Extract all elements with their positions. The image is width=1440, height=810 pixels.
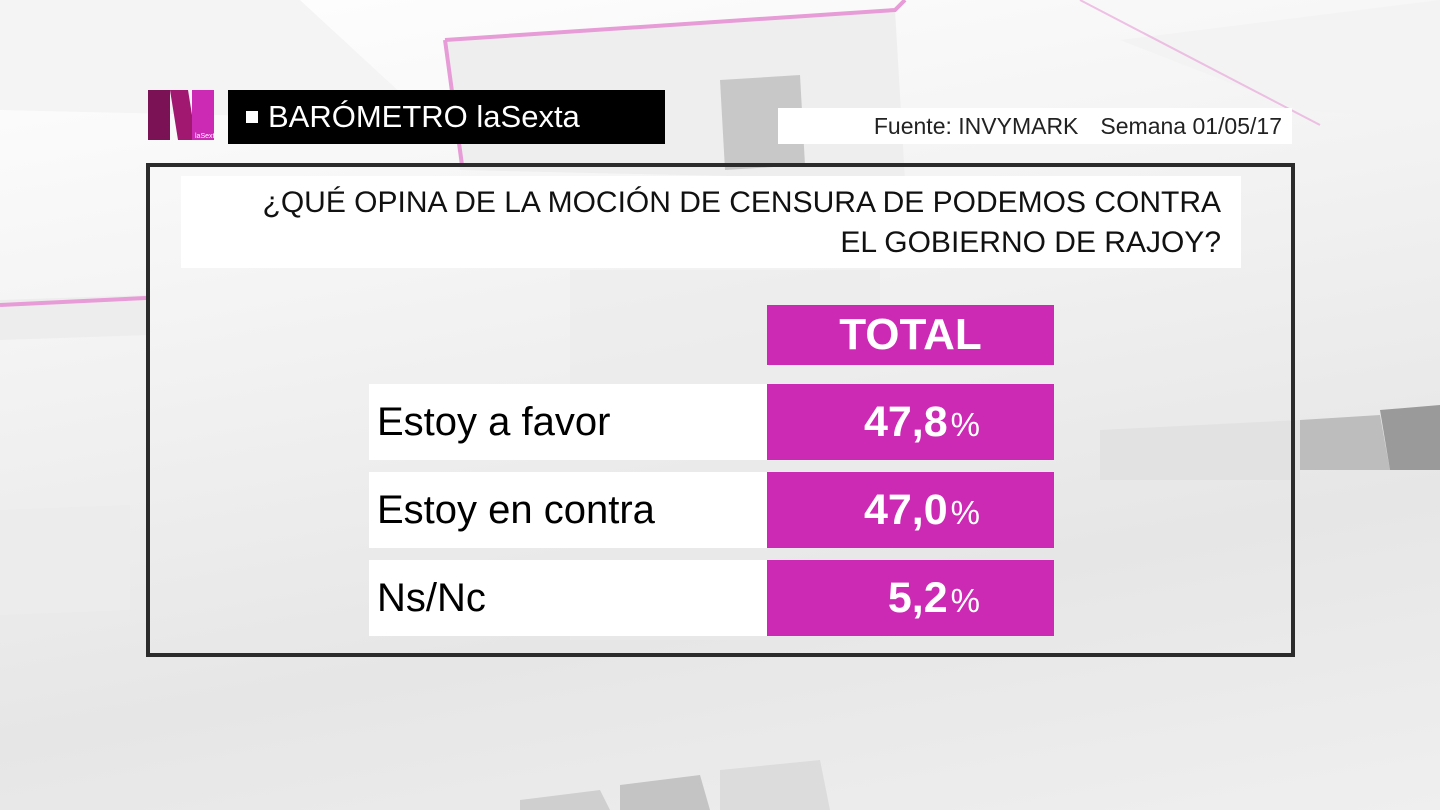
chart-frame (146, 163, 1295, 657)
percent-unit: % (950, 494, 980, 531)
week-label: Semana 01/05/17 (1100, 112, 1282, 139)
source-label: Fuente: INVYMARK (873, 112, 1079, 139)
value-number: 47,0 (863, 485, 948, 534)
question-line-1: ¿QUÉ OPINA DE LA MOCIÓN DE CENSURA DE PO… (262, 186, 1222, 219)
program-title-bar: BARÓMETRO laSexta (228, 90, 665, 144)
question-line-2: EL GOBIERNO DE RAJOY? (840, 226, 1221, 259)
source-bar: Fuente: INVYMARK Semana 01/05/17 (778, 108, 1292, 144)
row-value: 5,2 % (767, 560, 1054, 636)
square-bullet-icon (246, 111, 258, 123)
row-label: Ns/Nc (369, 560, 767, 636)
program-title: BARÓMETRO laSexta (268, 99, 580, 134)
lasexta-n-icon: laSexta (148, 90, 218, 140)
column-header: TOTAL (767, 305, 1054, 365)
percent-unit: % (950, 582, 980, 619)
value-number: 5,2 (887, 573, 948, 622)
row-value: 47,8 % (767, 384, 1054, 460)
lasexta-logo: laSexta (148, 90, 218, 140)
row-value: 47,0 % (767, 472, 1054, 548)
value-number: 47,8 (863, 397, 948, 446)
row-label: Estoy en contra (369, 472, 767, 548)
logo-text: laSexta (195, 133, 214, 140)
question-box: ¿QUÉ OPINA DE LA MOCIÓN DE CENSURA DE PO… (181, 176, 1241, 268)
row-label: Estoy a favor (369, 384, 767, 460)
percent-unit: % (950, 406, 980, 443)
